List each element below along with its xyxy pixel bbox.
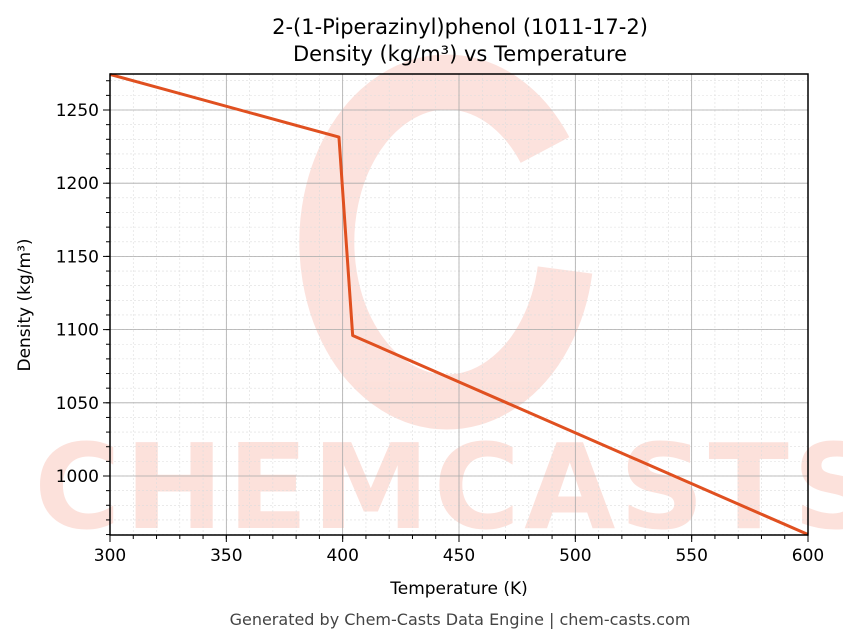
y-axis-label: Density (kg/m³)	[15, 238, 35, 371]
svg-text:CHEMCASTS: CHEMCASTS	[34, 418, 843, 556]
x-tick-label: 500	[559, 546, 591, 566]
footer-credit: Generated by Chem-Casts Data Engine | ch…	[230, 610, 691, 629]
y-tick-label: 1000	[56, 467, 99, 487]
x-tick-label: 300	[94, 546, 126, 566]
y-tick-label: 1200	[56, 174, 99, 194]
x-tick-label: 600	[792, 546, 824, 566]
y-tick-label: 1150	[56, 247, 99, 267]
x-tick-label: 400	[326, 546, 358, 566]
y-tick-label: 1050	[56, 394, 99, 414]
chemcasts-watermark: CHEMCASTS	[34, 54, 843, 556]
x-tick-label: 350	[210, 546, 242, 566]
y-tick-label: 1250	[56, 101, 99, 121]
x-tick-label: 450	[443, 546, 475, 566]
y-tick-label: 1100	[56, 321, 99, 341]
x-tick-label: 550	[675, 546, 707, 566]
density-series-line	[109, 72, 809, 536]
chart-title: 2-(1-Piperazinyl)phenol (1011-17-2)	[272, 15, 648, 39]
chart-subtitle: Density (kg/m³) vs Temperature	[293, 42, 627, 66]
x-axis-label: Temperature (K)	[389, 579, 528, 599]
